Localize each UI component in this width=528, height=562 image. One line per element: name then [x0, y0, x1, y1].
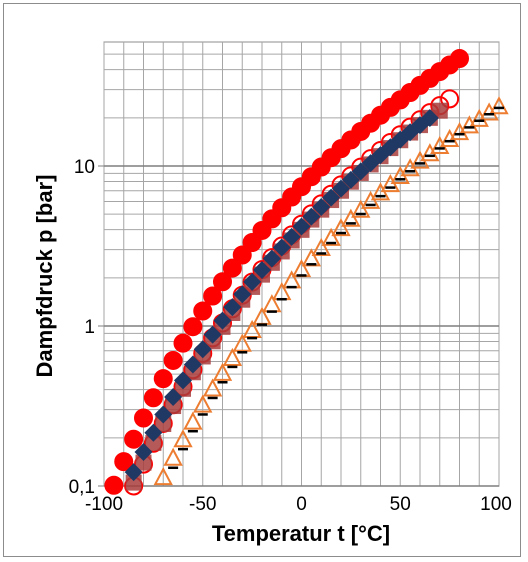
data-point — [253, 261, 271, 280]
data-point — [124, 429, 144, 449]
data-point — [232, 245, 252, 265]
data-point — [213, 272, 232, 292]
tick-labels: -100 -50 0 50 100 0,1 1 10 — [69, 157, 512, 515]
data-point — [311, 237, 331, 256]
data-point — [183, 317, 203, 337]
series-3 — [124, 109, 439, 482]
chart-svg: -100 -50 0 50 100 0,1 1 10 Temperatur t … — [32, 41, 512, 546]
data-point — [341, 208, 361, 227]
data-point — [183, 355, 202, 374]
data-point — [163, 447, 183, 466]
data-point — [165, 398, 182, 415]
data-point — [213, 311, 232, 330]
data-point — [282, 227, 301, 246]
data-point — [154, 405, 173, 424]
data-point — [292, 217, 311, 236]
data-point — [193, 301, 213, 321]
data-point — [202, 378, 223, 397]
data-point — [321, 227, 341, 246]
data-point — [125, 474, 142, 491]
data-point — [153, 467, 173, 486]
data-point — [479, 102, 499, 121]
data-point — [469, 108, 489, 127]
data-point — [193, 394, 213, 413]
data-point — [332, 179, 350, 198]
data-point — [360, 190, 381, 209]
series-5 — [168, 106, 504, 470]
data-point — [322, 188, 341, 207]
y-tick-label: 1 — [84, 317, 95, 338]
data-point — [145, 434, 162, 451]
data-point — [302, 207, 321, 226]
x-tick-label: 50 — [390, 494, 411, 515]
x-tick-label: -100 — [85, 494, 123, 515]
data-point — [193, 340, 212, 359]
data-point — [183, 411, 203, 430]
data-point — [331, 218, 351, 237]
data-point — [243, 272, 262, 291]
data-point — [450, 49, 469, 69]
data-point — [173, 429, 193, 448]
data-point — [351, 162, 370, 181]
data-point — [420, 109, 439, 128]
data-point — [163, 350, 183, 370]
data-point — [431, 102, 448, 119]
data-point — [134, 443, 153, 462]
y-axis-title: Dampfdruck p [bar] — [32, 175, 57, 378]
data-point — [233, 285, 252, 304]
data-point — [203, 286, 223, 306]
data-point — [203, 325, 222, 344]
data-point — [124, 463, 143, 482]
data-point — [222, 258, 242, 278]
data-point — [155, 416, 172, 433]
data-point — [134, 408, 153, 428]
data-point — [222, 347, 243, 366]
x-tick-label: 0 — [296, 494, 307, 515]
data-point — [262, 249, 281, 268]
data-point — [144, 423, 163, 442]
data-point — [312, 197, 331, 216]
chart-frame: -100 -50 0 50 100 0,1 1 10 Temperatur t … — [3, 3, 521, 557]
x-tick-label: -50 — [189, 494, 216, 515]
data-point — [341, 170, 360, 189]
data-point — [173, 333, 193, 353]
series-0 — [104, 49, 469, 495]
data-point — [223, 298, 242, 317]
data-point — [174, 371, 192, 390]
data-point — [143, 388, 163, 408]
data-point — [489, 96, 509, 115]
data-point — [104, 475, 124, 495]
x-axis-title: Temperatur t [°C] — [212, 521, 390, 546]
data-point — [272, 238, 291, 257]
data-point — [114, 452, 134, 472]
y-tick-label: 10 — [74, 157, 95, 178]
data-point — [351, 199, 371, 218]
series-layer — [104, 49, 509, 496]
x-tick-label: 100 — [480, 494, 512, 515]
data-point — [232, 333, 252, 352]
data-point — [135, 454, 152, 471]
data-point — [153, 369, 173, 389]
data-point — [164, 387, 183, 406]
data-point — [440, 89, 460, 109]
y-tick-label: 0,1 — [69, 477, 95, 498]
data-point — [212, 362, 233, 381]
